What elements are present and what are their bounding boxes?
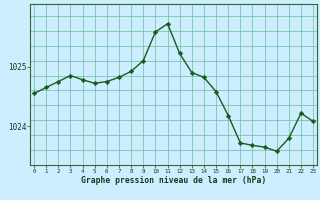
X-axis label: Graphe pression niveau de la mer (hPa): Graphe pression niveau de la mer (hPa): [81, 176, 266, 185]
